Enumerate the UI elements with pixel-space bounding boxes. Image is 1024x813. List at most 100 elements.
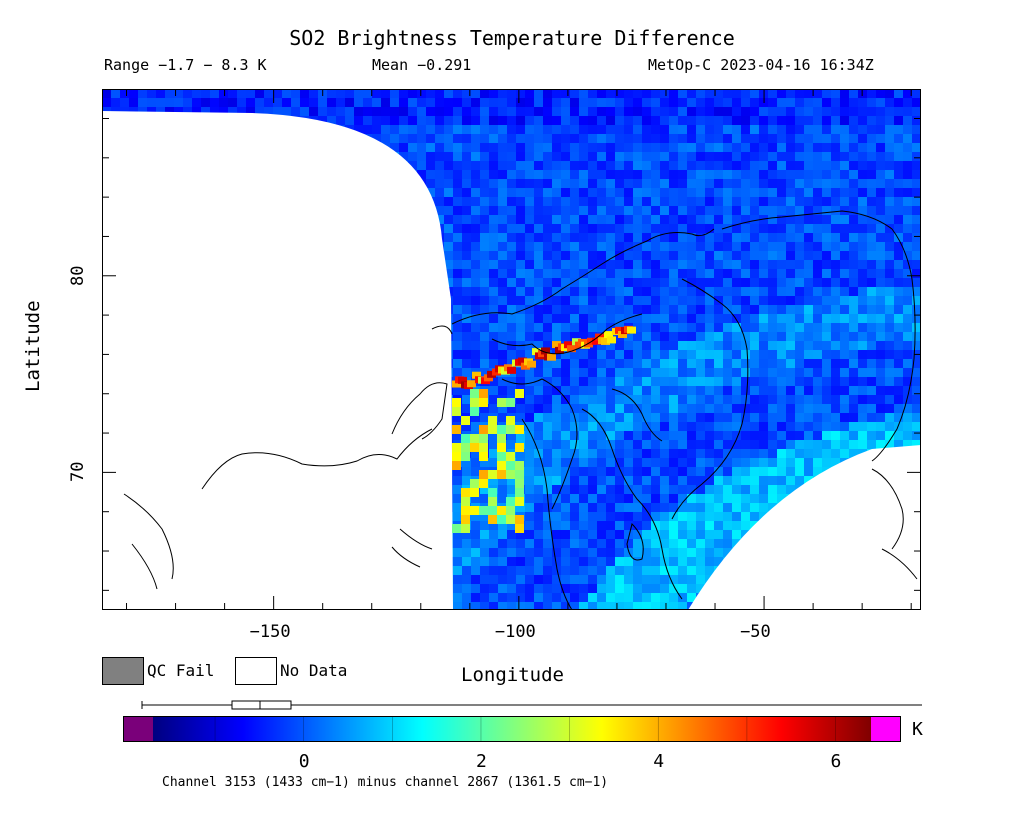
data-cell xyxy=(489,170,498,179)
data-cell xyxy=(804,350,813,359)
data-cell xyxy=(822,215,831,224)
data-cell xyxy=(408,143,417,152)
data-cell xyxy=(849,125,858,134)
data-cell xyxy=(588,377,597,386)
data-cell xyxy=(453,242,462,251)
data-cell xyxy=(543,170,552,179)
data-cell xyxy=(588,188,597,197)
data-cell xyxy=(840,251,849,260)
data-cell xyxy=(624,368,633,377)
data-cell xyxy=(615,314,624,323)
data-cell xyxy=(642,521,651,530)
data-cell xyxy=(489,431,498,440)
data-cell xyxy=(534,143,543,152)
data-cell xyxy=(885,224,894,233)
data-cell xyxy=(768,395,777,404)
data-cell xyxy=(561,422,570,431)
data-cell xyxy=(597,440,606,449)
data-cell xyxy=(759,251,768,260)
data-cell xyxy=(444,242,453,251)
data-cell xyxy=(507,530,516,539)
data-cell xyxy=(795,89,804,98)
data-cell xyxy=(561,179,570,188)
data-cell xyxy=(624,188,633,197)
data-cell xyxy=(822,350,831,359)
data-cell xyxy=(678,359,687,368)
data-cell xyxy=(912,404,921,413)
data-cell xyxy=(408,161,417,170)
data-cell xyxy=(606,476,615,485)
data-cell xyxy=(768,188,777,197)
data-cell xyxy=(462,269,471,278)
data-cell xyxy=(804,242,813,251)
data-cell xyxy=(732,413,741,422)
data-cell xyxy=(525,314,534,323)
data-cell xyxy=(831,458,840,467)
data-cell xyxy=(723,530,732,539)
data-cell xyxy=(687,350,696,359)
data-cell xyxy=(885,161,894,170)
data-cell xyxy=(705,548,714,557)
data-cell xyxy=(606,314,615,323)
data-cell xyxy=(750,368,759,377)
data-cell xyxy=(732,206,741,215)
data-cell xyxy=(489,179,498,188)
data-cell xyxy=(597,161,606,170)
data-cell xyxy=(705,503,714,512)
data-cell xyxy=(570,305,579,314)
data-cell xyxy=(768,260,777,269)
data-cell xyxy=(480,161,489,170)
data-cell xyxy=(723,512,732,521)
data-cell xyxy=(489,251,498,260)
data-cell xyxy=(453,548,462,557)
data-cell xyxy=(435,197,444,206)
data-cell xyxy=(669,566,678,575)
data-cell xyxy=(453,170,462,179)
data-cell xyxy=(570,548,579,557)
data-cell xyxy=(426,170,435,179)
data-cell xyxy=(642,350,651,359)
data-cell xyxy=(210,107,219,116)
data-cell xyxy=(534,179,543,188)
data-cell xyxy=(840,377,849,386)
data-cell xyxy=(588,521,597,530)
data-cell xyxy=(777,332,786,341)
data-cell xyxy=(768,143,777,152)
data-cell xyxy=(471,287,480,296)
data-cell xyxy=(570,332,579,341)
data-cell xyxy=(588,359,597,368)
data-cell xyxy=(894,170,903,179)
data-cell xyxy=(525,305,534,314)
data-cell xyxy=(588,494,597,503)
data-cell xyxy=(579,260,588,269)
data-cell xyxy=(876,332,885,341)
data-cell xyxy=(624,449,633,458)
data-cell xyxy=(831,386,840,395)
data-cell xyxy=(426,116,435,125)
data-cell xyxy=(723,161,732,170)
data-cell xyxy=(462,197,471,206)
data-cell xyxy=(687,530,696,539)
data-cell xyxy=(363,89,372,98)
data-cell xyxy=(354,116,363,125)
data-cell xyxy=(615,359,624,368)
data-cell xyxy=(804,476,813,485)
data-cell xyxy=(507,260,516,269)
data-cell xyxy=(777,350,786,359)
data-cell xyxy=(831,323,840,332)
data-cell xyxy=(903,260,912,269)
data-cell xyxy=(660,269,669,278)
data-cell xyxy=(579,89,588,98)
data-cell xyxy=(867,233,876,242)
data-cell xyxy=(597,413,606,422)
data-cell xyxy=(795,377,804,386)
data-cell xyxy=(507,269,516,278)
data-cell xyxy=(696,188,705,197)
data-cell xyxy=(489,350,498,359)
data-cell xyxy=(588,125,597,134)
data-cell xyxy=(480,287,489,296)
data-cell xyxy=(732,377,741,386)
data-cell xyxy=(498,350,507,359)
data-cell xyxy=(759,107,768,116)
data-cell xyxy=(714,377,723,386)
